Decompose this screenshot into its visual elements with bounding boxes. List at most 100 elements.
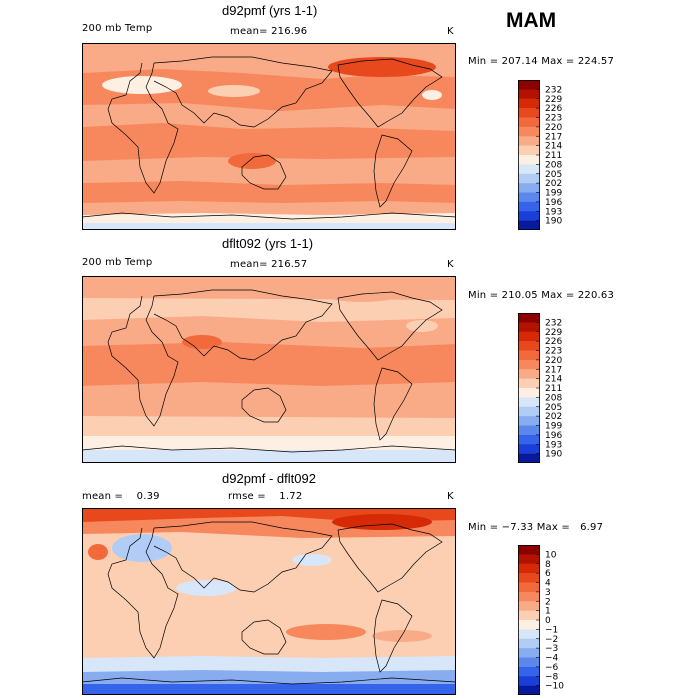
panel-1-variable-label: 200 mb Temp [82,23,153,34]
colorbar-label: 211 [545,384,562,394]
colorbar-swatch [518,406,540,417]
colorbar-label: −8 [545,672,559,682]
colorbar-swatch [518,676,540,686]
colorbar-swatch [518,554,540,565]
colorbar-swatch [518,126,540,137]
colorbar-label: 0 [545,616,551,626]
contour-blob [372,630,432,642]
colorbar-swatch [518,657,540,668]
colorbar-label: 223 [545,114,562,124]
colorbar-swatch [518,350,540,361]
panel-2-minmax-label: Min = 210.05 Max = 220.63 [468,290,615,301]
colorbar-label: −10 [545,682,564,692]
colorbar-label: 1 [545,607,551,617]
panel-2-map [82,276,456,463]
colorbar-label: 193 [545,207,562,217]
contour-blob [102,76,182,94]
map-frame [82,276,456,463]
coastline [337,58,443,128]
colorbar-label: −3 [545,644,558,654]
colorbar-label: 226 [545,104,562,114]
panel-1-title: d92pmf (yrs 1-1) [222,3,318,18]
colorbar-swatch [518,322,540,333]
colorbar-label: 205 [545,170,562,180]
panel-3-mean-label: mean = 0.39 [82,491,160,502]
map-frame [82,43,456,230]
colorbar-swatch [518,591,540,602]
colorbar-swatch [518,563,540,574]
colorbar-label: −6 [545,663,559,673]
coastline [153,56,333,128]
coastline [241,387,287,423]
season-label: MAM [506,9,557,32]
colorbar-swatch [518,648,540,658]
colorbar-swatch [518,331,540,342]
colorbar-label: 202 [545,412,562,422]
contour-blob [208,85,260,97]
colorbar-swatch [518,620,540,630]
colorbar-swatch [518,425,540,436]
contour-band [82,450,456,463]
panel-3-rmse-label: rmse = 1.72 [228,491,303,502]
colorbar-label: 226 [545,337,562,347]
coastline [153,289,333,361]
contour-blob [112,534,172,562]
colorbar-label: −2 [545,635,558,645]
colorbar-label: 229 [545,328,562,338]
colorbar-swatch [518,183,540,193]
colorbar-label: 211 [545,151,562,161]
colorbar-label: 205 [545,403,562,413]
colorbar-swatch [518,164,540,175]
colorbar-swatch [518,220,540,230]
panel-1-map [82,43,456,230]
colorbar-label: 190 [545,450,562,460]
colorbar-label: 199 [545,189,562,199]
colorbar-swatch [518,573,540,583]
colorbar-swatch [518,434,540,445]
colorbar-swatch [518,610,540,621]
colorbar-swatch [518,145,540,156]
colorbar-swatch [518,582,540,593]
contour-blob [182,335,222,349]
contour-blob [88,544,108,560]
panel-2-mean-label: mean= 216.57 [230,259,308,270]
coastline [373,134,413,208]
colorbar-swatch [518,601,540,611]
contour-blob [292,554,332,566]
coastline [107,527,179,659]
colorbar-label: 223 [545,347,562,357]
colorbar-label: 10 [545,550,557,560]
coastline [82,677,456,685]
colorbar-swatch [518,108,540,118]
panel-2-title: dflt092 (yrs 1-1) [222,236,314,251]
panel-1-units-label: K [447,26,454,37]
colorbar-label: 208 [545,393,562,403]
panel-3-units-label: K [447,491,454,502]
colorbar-label: 220 [545,123,562,133]
colorbar-label: −4 [545,654,559,664]
coastline [373,367,413,441]
colorbar-label: 208 [545,160,562,170]
colorbar-label: 8 [545,560,551,570]
contour-blob [332,514,432,530]
coastline [82,445,456,453]
colorbar-swatch [518,136,540,146]
colorbar-swatch [518,359,540,370]
colorbar-swatch [518,80,540,90]
map-frame [82,508,456,695]
colorbar-label: 3 [545,588,551,598]
colorbar-label: 196 [545,198,562,208]
contour-blob [286,624,366,640]
colorbar-swatch [518,211,540,221]
colorbar-label: 190 [545,217,562,227]
colorbar-swatch [518,98,540,109]
colorbar-label: 232 [545,85,562,95]
colorbar-swatch [518,89,540,100]
panel-3-map [82,508,456,695]
colorbar-label: 232 [545,318,562,328]
colorbar-swatch [518,388,540,398]
colorbar-swatch [518,369,540,379]
colorbar-swatch [518,313,540,323]
panel-1-mean-label: mean= 216.96 [230,26,308,37]
coastline [373,599,413,673]
